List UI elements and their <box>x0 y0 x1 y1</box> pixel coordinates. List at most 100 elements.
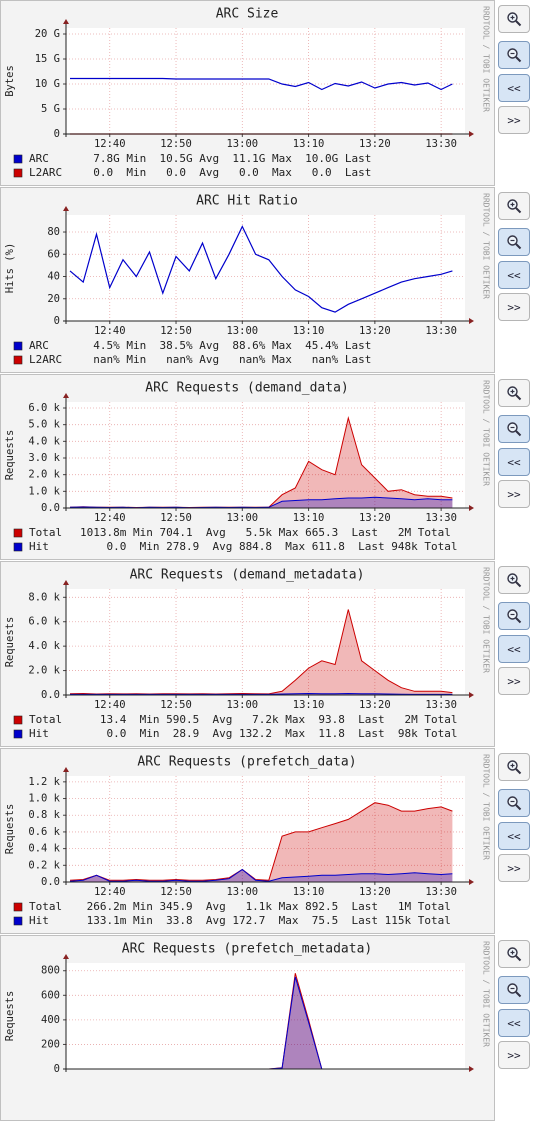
legend-swatch <box>13 355 23 365</box>
legend-stats: 0.0 Min 28.9 Avg 132.2 Max 11.8 Last 98k… <box>80 727 458 740</box>
series-line <box>69 802 453 881</box>
x-tick-label: 13:30 <box>425 699 457 711</box>
forward-button[interactable]: >> <box>498 106 530 134</box>
y-tick-label: 5 G <box>41 103 60 115</box>
y-axis-label: Hits (%) <box>4 243 16 294</box>
x-tick-label: 13:20 <box>359 886 391 898</box>
zoom-in-button[interactable] <box>498 940 530 968</box>
y-tick-label: 200 <box>41 1038 60 1050</box>
back-button[interactable]: << <box>498 635 530 663</box>
zoom-in-button[interactable] <box>498 566 530 594</box>
x-tick-label: 12:40 <box>94 325 126 337</box>
legend-label: L2ARC <box>29 166 62 179</box>
y-tick-label: 0 <box>54 315 60 327</box>
watermark: RRDTOOL / TOBI OETIKER <box>482 193 491 299</box>
x-tick-label: 13:00 <box>226 138 258 150</box>
y-tick-label: 20 <box>47 293 60 305</box>
back-button[interactable]: << <box>498 74 530 102</box>
forward-button[interactable]: >> <box>498 1041 530 1069</box>
zoom-out-button[interactable] <box>498 41 530 69</box>
zoom-out-button[interactable] <box>498 976 530 1004</box>
back-button[interactable]: << <box>498 448 530 476</box>
zoom-out-button[interactable] <box>498 602 530 630</box>
y-tick-label: 1.2 k <box>28 776 60 788</box>
back-button[interactable]: << <box>498 1009 530 1037</box>
y-tick-label: 1.0 k <box>28 793 60 805</box>
x-tick-label: 13:00 <box>226 699 258 711</box>
legend-stats: 7.8G Min 10.5G Avg 11.1G Max 10.0G Last <box>80 152 371 165</box>
x-tick-label: 12:50 <box>160 512 192 524</box>
y-tick-label: 800 <box>41 965 60 977</box>
legend-swatch <box>13 902 23 912</box>
chart-title: ARC Requests (demand_metadata) <box>130 568 365 583</box>
axis-arrow <box>63 206 69 211</box>
chart-panel: ARC Requests (prefetch_metadata) Requests… <box>0 935 495 1121</box>
legend-swatch <box>13 715 23 725</box>
chart-title: ARC Requests (prefetch_data) <box>137 755 356 770</box>
zoom-out-button[interactable] <box>498 228 530 256</box>
legend-swatch <box>13 528 23 538</box>
plot-background <box>66 963 465 1069</box>
zoom-in-button[interactable] <box>498 379 530 407</box>
chart-panel: ARC Requests (prefetch_data) Requests RRDT… <box>0 748 495 934</box>
legend-stats: 4.5% Min 38.5% Avg 88.6% Max 45.4% Last <box>80 339 371 352</box>
y-axis-label: Requests <box>4 991 16 1042</box>
zoom-icon <box>507 48 522 63</box>
legend-label: ARC <box>29 339 49 352</box>
zoom-out-button[interactable] <box>498 415 530 443</box>
legend-swatch <box>13 154 23 164</box>
legend-label: Hit <box>29 727 49 740</box>
forward-button[interactable]: >> <box>498 667 530 695</box>
back-button[interactable]: << <box>498 822 530 850</box>
axis-arrow <box>469 879 474 885</box>
zoom-in-button[interactable] <box>498 5 530 33</box>
series-line <box>69 609 453 695</box>
y-tick-label: 1.0 k <box>28 485 60 497</box>
series-area <box>70 418 453 508</box>
legend-stats: 0.0 Min 0.0 Avg 0.0 Max 0.0 Last <box>80 166 371 179</box>
y-tick-label: 0.8 k <box>28 809 60 821</box>
zoom-icon <box>507 760 522 775</box>
x-tick-label: 13:10 <box>293 512 325 524</box>
legend-label: Total <box>29 900 62 913</box>
y-tick-label: 0 <box>54 1063 60 1075</box>
series-line <box>70 692 453 695</box>
x-tick-label: 12:50 <box>160 886 192 898</box>
zoom-in-button[interactable] <box>498 192 530 220</box>
legend-label: Total <box>29 526 62 539</box>
zoom-out-button[interactable] <box>498 789 530 817</box>
back-button[interactable]: << <box>498 261 530 289</box>
legend-stats: 0.0 Min 278.9 Avg 884.8 Max 611.8 Last 9… <box>80 540 458 553</box>
x-tick-label: 13:00 <box>226 512 258 524</box>
legend-label: L2ARC <box>29 353 62 366</box>
y-tick-label: 3.0 k <box>28 452 60 464</box>
x-tick-label: 13:10 <box>293 886 325 898</box>
plot-background <box>66 28 465 134</box>
y-tick-label: 8.0 k <box>28 591 60 603</box>
x-tick-label: 13:00 <box>226 886 258 898</box>
zoom-icon <box>507 199 522 214</box>
zoom-icon <box>507 796 522 811</box>
x-tick-label: 13:10 <box>293 325 325 337</box>
y-tick-label: 2.0 k <box>28 469 60 481</box>
axis-arrow <box>63 19 69 24</box>
y-tick-label: 10 G <box>35 78 60 90</box>
y-tick-label: 400 <box>41 1014 60 1026</box>
series-line <box>70 77 453 91</box>
x-tick-label: 13:10 <box>293 699 325 711</box>
legend-label: Hit <box>29 914 49 927</box>
chart-title: ARC Hit Ratio <box>196 194 298 209</box>
legend-swatch <box>13 542 23 552</box>
legend-swatch <box>13 341 23 351</box>
x-tick-label: 12:40 <box>94 699 126 711</box>
y-tick-label: 6.0 k <box>28 402 60 414</box>
y-tick-label: 0.0 <box>41 689 60 701</box>
forward-button[interactable]: >> <box>498 854 530 882</box>
axis-arrow <box>63 767 69 772</box>
watermark: RRDTOOL / TOBI OETIKER <box>482 6 491 112</box>
forward-button[interactable]: >> <box>498 480 530 508</box>
zoom-in-button[interactable] <box>498 753 530 781</box>
y-axis-label: Requests <box>4 430 16 481</box>
forward-button[interactable]: >> <box>498 293 530 321</box>
